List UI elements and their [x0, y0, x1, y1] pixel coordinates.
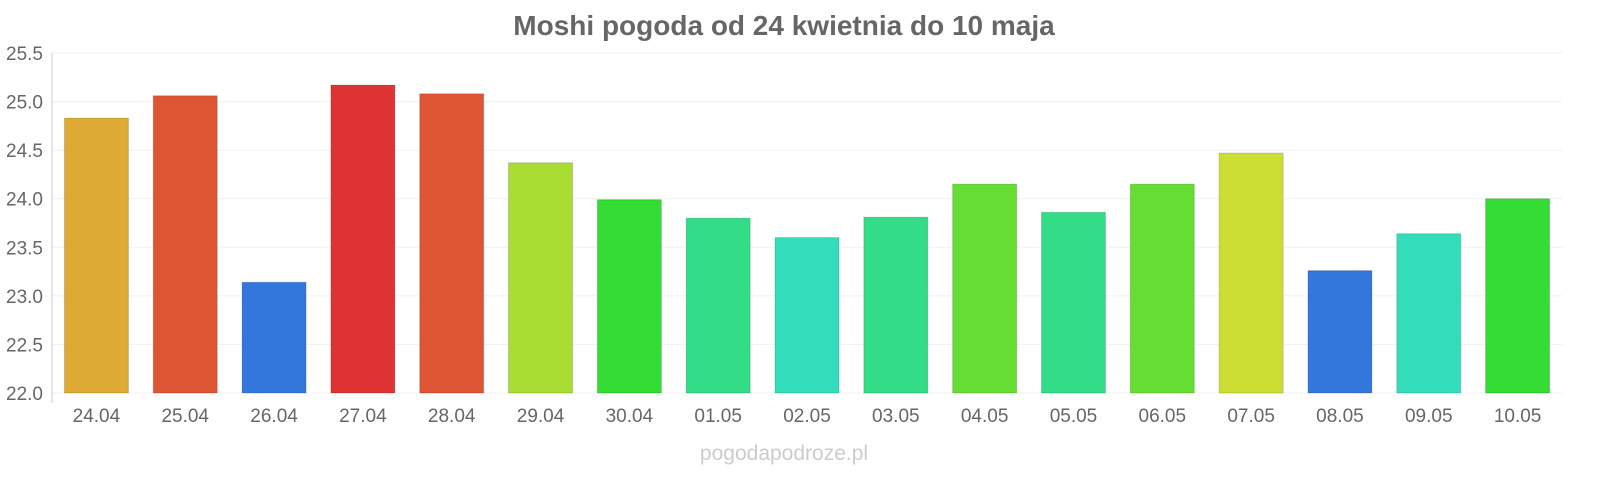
bar-08.05: [1307, 270, 1373, 394]
bar-01.05: [685, 217, 751, 394]
x-tick-label: 01.05: [694, 406, 742, 427]
x-tick-label: 09.05: [1405, 406, 1453, 427]
y-tick-label: 24.5: [6, 141, 43, 162]
y-tick-label: 23.0: [6, 287, 43, 308]
bar-04.05: [952, 183, 1018, 394]
x-tick-label: 08.05: [1316, 406, 1364, 427]
y-tick-label: 23.5: [6, 238, 43, 259]
bar-24.04: [63, 117, 129, 394]
bar-26.04: [241, 281, 307, 394]
y-tick-label: 22.5: [6, 335, 43, 356]
bar-28.04: [419, 93, 485, 394]
footer-watermark: pogodapodroze.pl: [700, 442, 868, 465]
bar-05.05: [1040, 211, 1106, 394]
bar-27.04: [330, 84, 396, 394]
x-tick-label: 26.04: [250, 406, 298, 427]
x-tick-label: 04.05: [961, 406, 1009, 427]
x-tick-label: 24.04: [73, 406, 121, 427]
y-tick-label: 25.0: [6, 93, 43, 114]
x-tick-label: 06.05: [1139, 406, 1187, 427]
bar-07.05: [1218, 152, 1284, 394]
x-tick-label: 30.04: [606, 406, 654, 427]
x-tick-label: 29.04: [517, 406, 565, 427]
x-tick-label: 02.05: [783, 406, 831, 427]
bar-29.04: [508, 162, 574, 394]
bar-02.05: [774, 237, 840, 394]
y-tick-label: 25.5: [6, 44, 43, 65]
x-tick-label: 03.05: [872, 406, 920, 427]
x-tick-label: 10.05: [1494, 406, 1542, 427]
bar-03.05: [863, 216, 929, 394]
x-tick-label: 25.04: [161, 406, 209, 427]
x-tick-label: 28.04: [428, 406, 476, 427]
bar-06.05: [1129, 183, 1195, 394]
bar-30.04: [596, 199, 662, 394]
bar-09.05: [1396, 233, 1462, 394]
chart-title: Moshi pogoda od 24 kwietnia do 10 maja: [513, 10, 1055, 41]
y-tick-label: 24.0: [6, 190, 43, 211]
bar-10.05: [1485, 198, 1551, 394]
x-tick-label: 27.04: [339, 406, 387, 427]
x-tick-label: 05.05: [1050, 406, 1098, 427]
y-tick-label: 22.0: [6, 384, 43, 405]
bar-25.04: [152, 95, 218, 394]
x-tick-label: 07.05: [1227, 406, 1275, 427]
